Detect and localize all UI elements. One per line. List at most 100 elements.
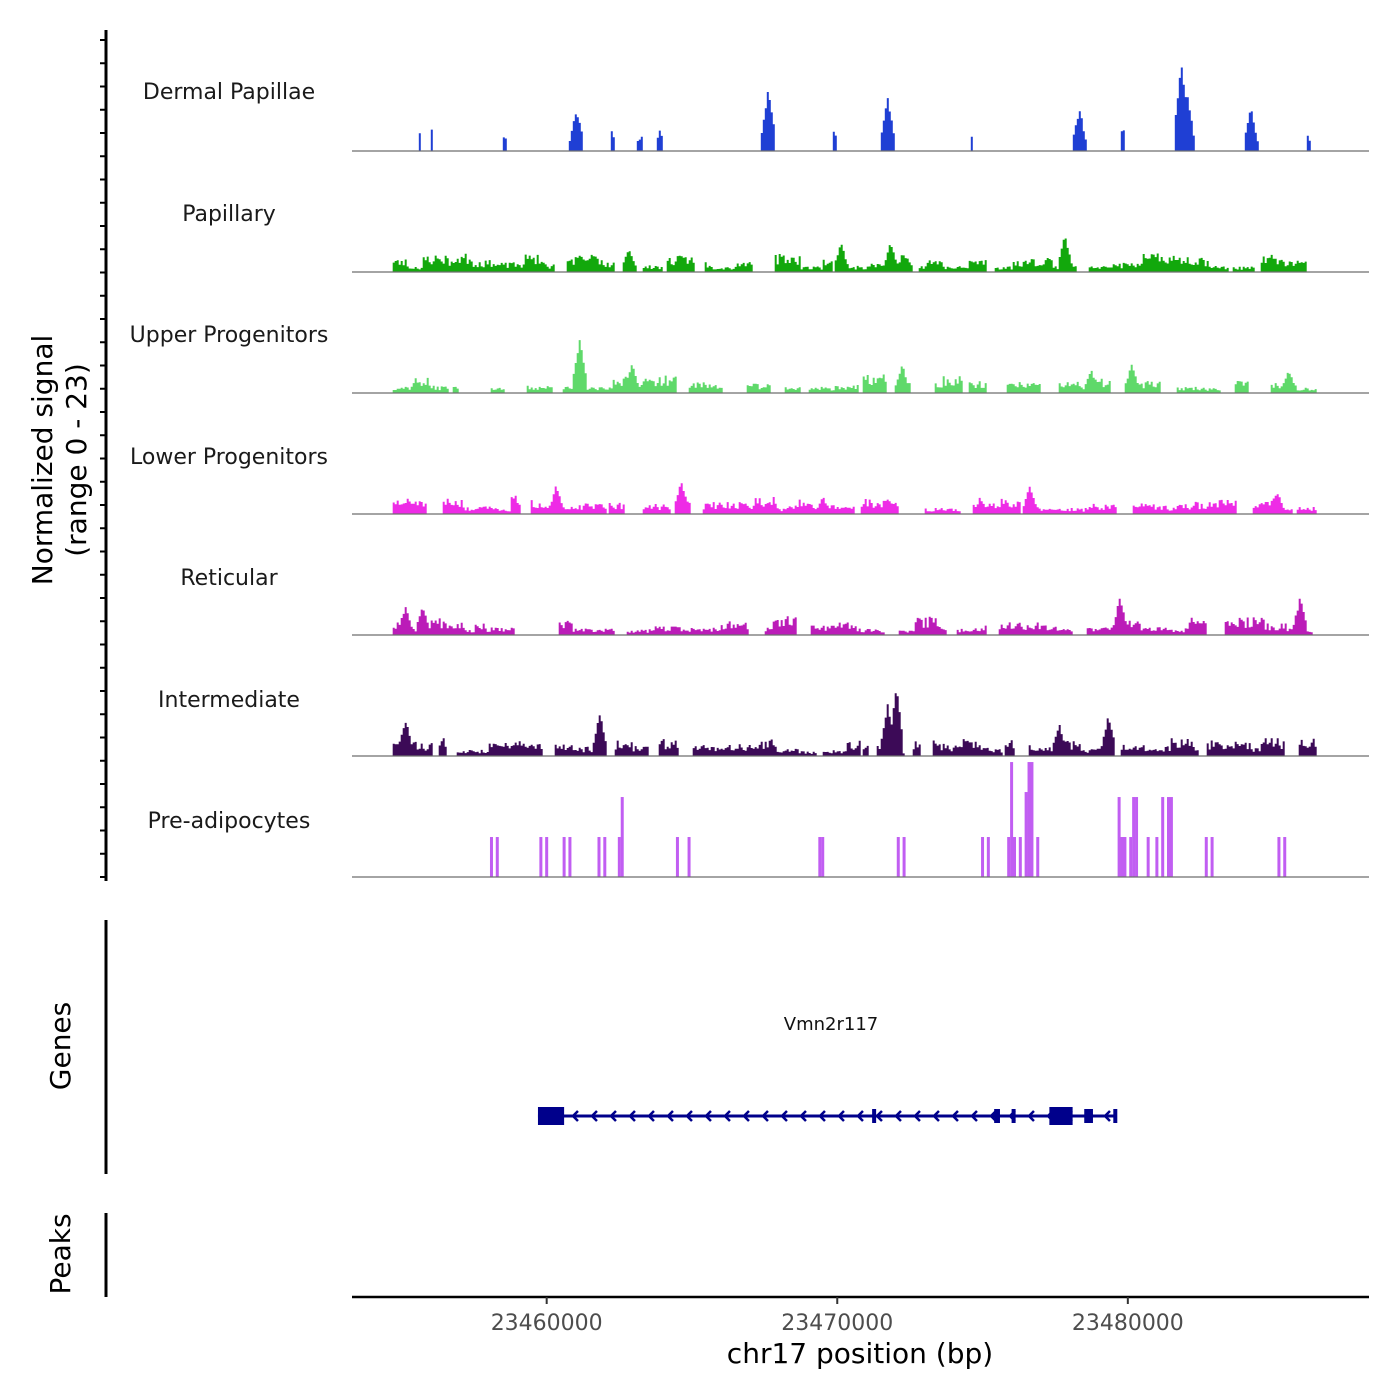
signal-bar xyxy=(1120,837,1124,877)
strand-arrow xyxy=(951,1110,959,1122)
signal-bar xyxy=(545,837,549,877)
strand-arrow xyxy=(875,1110,883,1122)
strand-arrow xyxy=(628,1110,636,1122)
strand-arrow xyxy=(704,1110,712,1122)
signal-bar xyxy=(1024,792,1028,877)
signal-bar xyxy=(568,837,572,877)
y-axis-title: Normalized signal (range 0 - 23) xyxy=(26,335,93,586)
strand-arrow xyxy=(723,1110,731,1122)
signal-bar xyxy=(620,797,624,877)
signal-area xyxy=(392,340,1317,393)
signal-bar xyxy=(1123,837,1127,877)
track-label-pre-adipocytes: Pre-adipocytes xyxy=(148,809,311,834)
track-label-reticular: Reticular xyxy=(180,566,278,591)
track-label-papillary: Papillary xyxy=(182,202,276,227)
strand-arrow xyxy=(647,1110,655,1122)
signal-bar xyxy=(687,837,691,877)
gene-label: Vmn2r117 xyxy=(784,1014,878,1035)
strand-arrow xyxy=(894,1110,902,1122)
signal-tracks xyxy=(352,67,1369,878)
strand-arrow xyxy=(837,1110,845,1122)
peaks-panel-title: Peaks xyxy=(44,1213,77,1294)
track-label-lower-progenitors: Lower Progenitors xyxy=(130,445,328,470)
strand-arrow xyxy=(666,1110,674,1122)
signal-bar xyxy=(1027,762,1031,877)
signal-bar xyxy=(902,837,906,877)
strand-arrow xyxy=(856,1110,864,1122)
x-axis-ticks: 23460000 23470000 23480000 xyxy=(491,1297,1184,1336)
x-axis-title: chr17 position (bp) xyxy=(727,1337,993,1370)
signal-bar xyxy=(981,837,985,877)
strand-arrow xyxy=(685,1110,693,1122)
signal-bar xyxy=(1277,837,1281,877)
track-pre-adipocytes xyxy=(352,762,1369,878)
signal-bar xyxy=(603,837,607,877)
signal-bar xyxy=(1204,837,1208,877)
gene-exon xyxy=(872,1109,877,1123)
signal-bar xyxy=(1018,837,1022,877)
signal-bar xyxy=(1030,762,1034,877)
track-label-dermal-papillae: Dermal Papillae xyxy=(143,80,315,105)
track-label-intermediate: Intermediate xyxy=(158,688,300,713)
signal-bar xyxy=(1135,797,1139,877)
signal-bar xyxy=(617,837,621,877)
signal-area xyxy=(392,238,1317,272)
strand-arrow xyxy=(780,1110,788,1122)
signal-bar xyxy=(818,837,822,877)
strand-arrow xyxy=(571,1110,579,1122)
track-label-upper-progenitors: Upper Progenitors xyxy=(130,323,329,348)
signal-bar xyxy=(489,837,493,877)
gene-exon xyxy=(537,1107,565,1125)
signal-bar xyxy=(1146,837,1150,877)
strand-arrow xyxy=(742,1110,750,1122)
gene-exon xyxy=(994,1109,1000,1123)
strand-arrow xyxy=(913,1110,921,1122)
signal-area xyxy=(392,693,1317,756)
signal-area xyxy=(392,483,1317,514)
signal-bar xyxy=(896,837,900,877)
gene-model xyxy=(537,1107,1118,1125)
y-axis xyxy=(100,30,108,881)
track-reticular xyxy=(352,598,1369,636)
strand-arrow xyxy=(1027,1110,1035,1122)
signal-bar xyxy=(1036,837,1040,877)
signal-bar xyxy=(1161,797,1165,877)
signal-bar xyxy=(1117,797,1121,877)
strand-arrow xyxy=(818,1110,826,1122)
y-axis-title-line2: (range 0 - 23) xyxy=(60,363,93,557)
signal-area xyxy=(418,67,1315,151)
signal-bar xyxy=(1283,837,1287,877)
signal-bar xyxy=(1155,837,1159,877)
signal-bar xyxy=(1169,797,1173,877)
track-papillary xyxy=(352,238,1369,273)
x-tick-label: 23460000 xyxy=(491,1311,603,1336)
signal-bar xyxy=(562,837,566,877)
track-lower-progenitors xyxy=(352,483,1369,515)
strand-arrow xyxy=(799,1110,807,1122)
strand-arrow xyxy=(1103,1110,1111,1122)
strand-arrow xyxy=(590,1110,598,1122)
strand-arrow xyxy=(761,1110,769,1122)
signal-bar xyxy=(495,837,499,877)
signal-bar xyxy=(1129,837,1133,877)
gene-exon xyxy=(1049,1107,1073,1125)
track-labels: Dermal Papillae Papillary Upper Progenit… xyxy=(130,80,329,834)
genes-panel-title: Genes xyxy=(44,1002,77,1090)
signal-bar xyxy=(821,837,825,877)
signal-bar xyxy=(539,837,543,877)
signal-bar xyxy=(1013,837,1017,877)
signal-bar xyxy=(1007,837,1011,877)
y-axis-title-line1: Normalized signal xyxy=(26,335,59,586)
track-intermediate xyxy=(352,693,1369,757)
track-upper-progenitors xyxy=(352,340,1369,394)
signal-bar xyxy=(597,837,601,877)
signal-bar xyxy=(675,837,679,877)
x-tick-label: 23480000 xyxy=(1072,1311,1184,1336)
gene-exon xyxy=(1084,1109,1093,1123)
signal-area xyxy=(392,598,1317,635)
signal-bar xyxy=(1167,797,1171,877)
signal-bar xyxy=(1010,762,1014,877)
gene-exon xyxy=(1113,1109,1118,1123)
track-dermal-papillae xyxy=(352,67,1369,152)
